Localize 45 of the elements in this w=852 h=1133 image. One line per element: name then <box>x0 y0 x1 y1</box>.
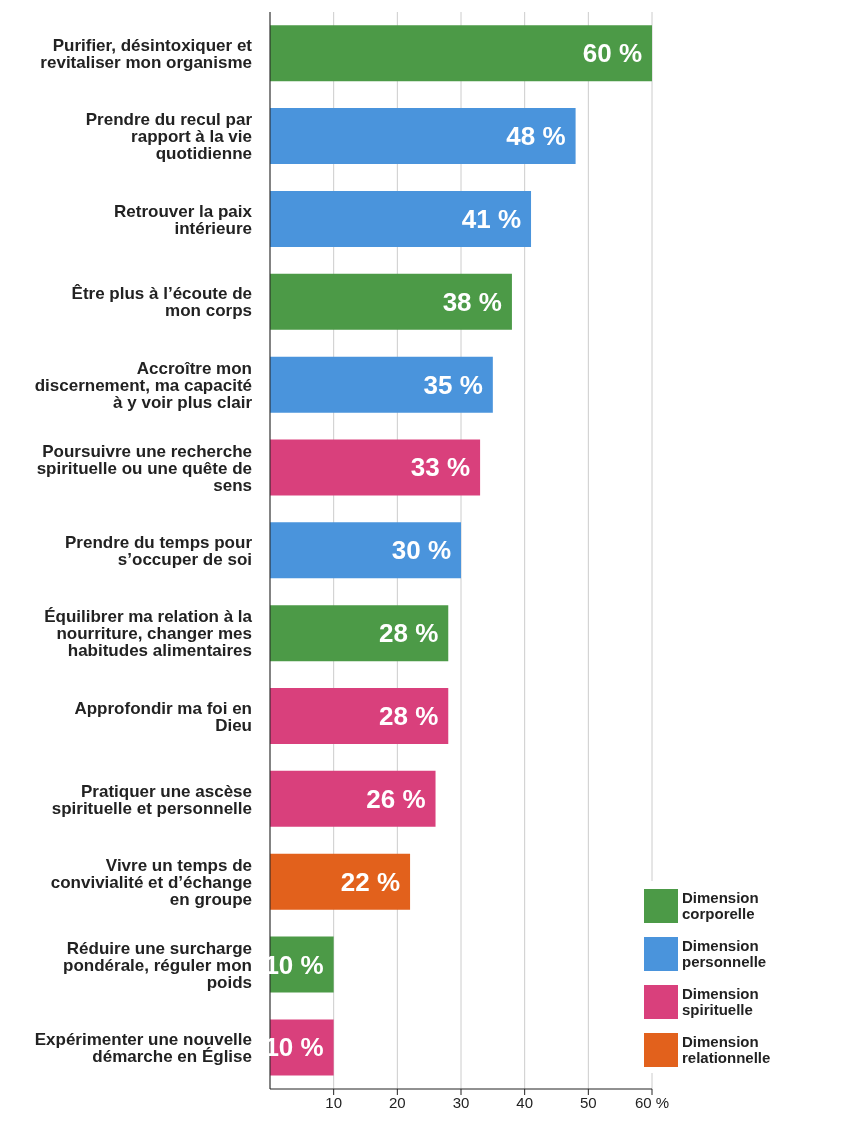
y-tick-label: Être plus à l’écoute de mon corps <box>71 284 252 321</box>
y-tick-label: Expérimenter une nouvelle démarche en Église <box>34 1030 252 1067</box>
y-tick-label: Vivre un temps de convivialité et d’échange en groupe <box>50 855 252 909</box>
y-tick-label: Prendre du recul par rapport à la vie quotidienne <box>85 110 253 164</box>
data-label: 38 % <box>442 286 502 317</box>
data-label: 48 % <box>506 121 566 152</box>
x-tick-label: 20 <box>388 1093 406 1111</box>
data-label: 26 % <box>366 783 426 814</box>
bar <box>270 522 461 579</box>
x-tick-label: 60 % <box>634 1093 670 1111</box>
data-label: 60 % <box>582 38 642 69</box>
bar <box>270 439 481 496</box>
bar <box>270 853 411 910</box>
bar <box>270 688 449 745</box>
y-tick-label: Retrouver la paix intérieure <box>114 201 253 238</box>
bar <box>270 356 493 413</box>
y-tick-label: Accroître mon discernement, ma capacité à y voir plus clair <box>34 358 253 412</box>
y-tick-label: Équilibrer ma relation à la nourriture, changer mes habitudes alimentaires <box>44 607 253 661</box>
data-label: 30 % <box>391 535 451 566</box>
data-label: 22 % <box>340 866 401 897</box>
data-label: 28 % <box>379 618 439 649</box>
bar <box>270 605 449 662</box>
bar <box>270 273 512 330</box>
y-tick-label: Prendre du temps pour s’occuper de soi <box>64 533 253 570</box>
bar <box>270 770 436 827</box>
data-label: 41 % <box>461 203 522 234</box>
x-tick-label: 10 <box>325 1093 343 1111</box>
bar <box>270 25 652 82</box>
x-tick-label: 40 <box>516 1093 534 1111</box>
bar <box>270 190 532 247</box>
legend-label: Dimension relationnelle <box>682 1033 772 1067</box>
x-tick-label: 50 <box>579 1093 597 1111</box>
data-label: 28 % <box>379 701 439 732</box>
y-tick-label: Pratiquer une ascèse spirituelle et personnelle <box>51 781 252 818</box>
data-label: 33 % <box>410 452 471 483</box>
y-tick-label: Poursuivre une recherche spirituelle ou une quête de sens <box>36 441 252 495</box>
y-tick-label: Réduire une surcharge pondérale, réguler mon poids <box>63 938 252 992</box>
legend-label: Dimension personnelle <box>682 937 768 971</box>
y-tick-label: Approfondir ma foi en Dieu <box>74 698 252 735</box>
legend-label: Dimension corporelle <box>682 889 760 923</box>
x-tick-label: 30 <box>452 1093 470 1111</box>
bar <box>270 108 576 165</box>
data-label: 35 % <box>423 369 483 400</box>
y-tick-label: Purifier, désintoxiquer et revitaliser mon organisme <box>40 35 253 72</box>
legend-label: Dimension spirituelle <box>682 985 760 1019</box>
